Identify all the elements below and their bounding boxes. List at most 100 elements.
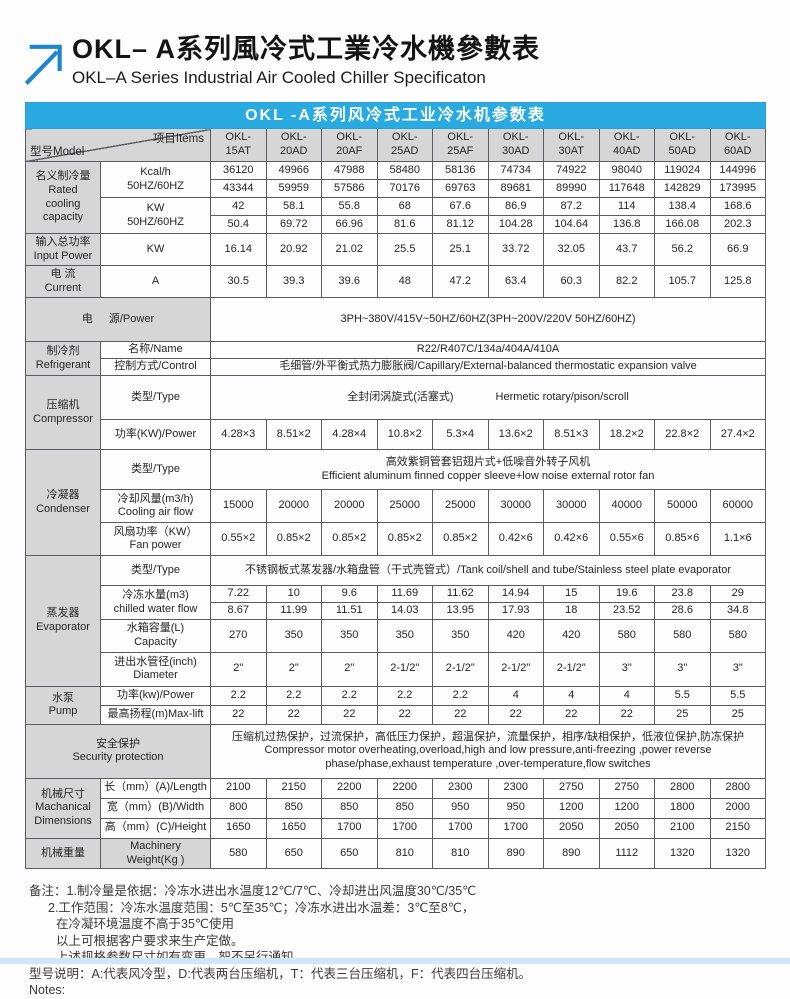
value-cell: 66.96 (321, 215, 378, 234)
value-cell: 8.67 (210, 602, 267, 620)
value-cell: 69.72 (265, 215, 322, 234)
value-cell: 4.28×4 (321, 419, 378, 451)
value-cell: 67.6 (432, 197, 489, 216)
value-cell: 890 (543, 837, 600, 870)
item-kcal: Kcal/h 50HZ/60HZ (100, 161, 211, 198)
label-current: 电 流 Current (25, 265, 101, 298)
label-condenser: 冷凝器 Condenser (25, 449, 101, 557)
value-cell: 5.3×4 (432, 419, 489, 451)
value-cell: 4 (487, 685, 544, 706)
value-cell: 810 (432, 837, 489, 870)
value-cell: 350 (321, 618, 378, 653)
value-cell: 58480 (376, 161, 433, 180)
value-cell: 22 (598, 704, 655, 725)
value-cell: 2300 (432, 777, 489, 799)
value-cell: 15000 (210, 489, 267, 524)
value-cell: 25000 (432, 489, 489, 524)
item-fan-power: 风扇功率（KW） Fan power (100, 522, 211, 557)
value-cell: 29 (709, 585, 767, 603)
label-input-power: 输入总功率 Input Power (25, 233, 101, 266)
value-cell: 25.5 (376, 233, 433, 266)
value-cell: 11.51 (321, 602, 378, 620)
notes-section: 备注：1.制冷量是依据：冷冻水进出水温度12℃/7℃、冷却进出风温度30℃/35… (29, 883, 790, 999)
value-cell: 0.55×6 (598, 522, 655, 557)
value-cell: 810 (376, 837, 433, 870)
value-cell: 105.7 (654, 265, 711, 298)
value-cell: 82.2 (598, 265, 655, 298)
value-cell: 580 (598, 618, 655, 653)
value-cell: 25 (654, 704, 711, 725)
item-compressor-power: 功率(KW)/Power (100, 419, 211, 451)
value-cell: 136.8 (598, 215, 655, 234)
value-cell: 800 (210, 797, 267, 819)
table-title-row: OKL -A系列风冷式工业冷水机参数表 (24, 102, 767, 129)
value-cell: 86.9 (487, 197, 544, 216)
value-cell: 0.85×2 (321, 522, 378, 557)
value-cell: 14.03 (376, 602, 433, 620)
model-header-cell: OKL- 50AD (654, 128, 711, 162)
value-cell: 3" (654, 651, 711, 687)
value-cell: 8.51×2 (265, 419, 322, 451)
value-cell: 30000 (487, 489, 544, 524)
value-cell: 18.2×2 (598, 419, 655, 451)
value-cell: 3" (598, 651, 655, 687)
value-cell: 33.72 (487, 233, 544, 266)
value-cell: 2.2 (376, 685, 433, 706)
value-cell: 1200 (543, 797, 600, 819)
value-cell: 9.6 (321, 585, 378, 603)
compressor-type-zh: 全封闭涡旋式(活塞式) (347, 390, 454, 403)
value-refrigerant-control: 毛细管/外平衡式热力膨胀阀/Capillary/External-balance… (209, 358, 767, 376)
label-power-item: 源/Power (108, 312, 155, 325)
row-fan-power: 风扇功率（KW） Fan power 0.55×2 0.85×2 0.85×2 0.8… (26, 522, 767, 557)
value-cell: 13.6×2 (487, 419, 544, 451)
value-cell: 350 (432, 618, 489, 653)
value-cell: 69763 (432, 179, 489, 198)
label-power-supply: 电 源/Power (25, 296, 211, 343)
value-cell: 22 (487, 704, 544, 725)
value-cell: 22 (543, 704, 600, 725)
model-header-cell: OKL- 30AT (543, 128, 600, 162)
value-cell: 144996 (709, 161, 767, 180)
value-cell: 142829 (654, 179, 711, 198)
value-cell: 2200 (321, 777, 378, 799)
value-cell: 27.4×2 (709, 419, 767, 451)
value-cell: 125.8 (709, 265, 767, 298)
value-cell: 350 (376, 618, 433, 653)
value-cell: 2" (265, 651, 322, 687)
item-width: 宽（mm）(B)/Width (100, 797, 211, 819)
value-cell: 50000 (654, 489, 711, 524)
model-header-cell: OKL- 20AF (321, 128, 378, 162)
row-pump-power: 水泵 Pump 功率(kw)/Power 2.2 2.2 2.2 2.2 2.2 4 4 4 5… (25, 685, 767, 725)
value-cell: 1320 (654, 837, 711, 870)
table-title: OKL -A系列风冷式工业冷水机参数表 (24, 102, 767, 129)
row-input-power: 输入总功率 Input Power KW 16.14 20.92 21.02 25.5… (25, 233, 767, 266)
value-cell: 87.2 (543, 197, 600, 216)
item-weight: Machinery Weight(Kg ) (100, 837, 211, 870)
value-cell: 2050 (543, 817, 600, 839)
value-cell: 580 (654, 618, 711, 653)
value-cell: 56.2 (654, 233, 711, 266)
model-header-cell: OKL- 25AF (432, 128, 489, 162)
value-cell: 13.95 (432, 602, 489, 620)
page-header: OKL– A系列風冷式工業冷水機參數表 OKL–A Series Industr… (18, 33, 790, 89)
model-header-cell: OKL- 15AT (210, 128, 267, 162)
value-cell: 16.14 (210, 233, 267, 266)
value-cell: 2-1/2" (376, 651, 433, 687)
value-cell: 0.85×6 (654, 522, 711, 557)
value-cell: 0.85×2 (265, 522, 322, 557)
row-evaporator-type: 蒸发器 Evaporator 类型/Type 不锈钢板式蒸发器/水箱盘管（干式壳… (25, 555, 767, 687)
value-cell: 168.6 (709, 197, 767, 216)
value-cell: 58.1 (265, 197, 322, 216)
note-line: 备注：1.制冷量是依据：冷冻水进出水温度12℃/7℃、冷却进出风温度30℃/35… (29, 884, 477, 899)
row-condenser-type: 冷凝器 Condenser 类型/Type 高效紫铜管套铝翅片式+低噪音外转子风… (25, 449, 767, 557)
item-compressor-type: 类型/Type (100, 374, 211, 421)
row-current: 电 流 Current A 30.5 39.3 39.6 48 47.2 63.4 60.3… (25, 265, 767, 298)
value-cell: 950 (432, 797, 489, 819)
value-cell: 4 (598, 685, 655, 706)
row-chilled-water-50hz: 冷冻水量(m3) chilled water flow 7.22 10 9.6 11.… (26, 585, 767, 620)
value-cell: 25000 (376, 489, 433, 524)
item-kw-unit: KW (100, 233, 211, 266)
note-line: 在冷凝环境温度不高于35℃使用 (56, 917, 234, 932)
value-cell: 950 (487, 797, 544, 819)
row-max-lift: 最高扬程(m)Max-lift 22 22 22 22 22 22 22 22 25 25 (26, 704, 767, 725)
